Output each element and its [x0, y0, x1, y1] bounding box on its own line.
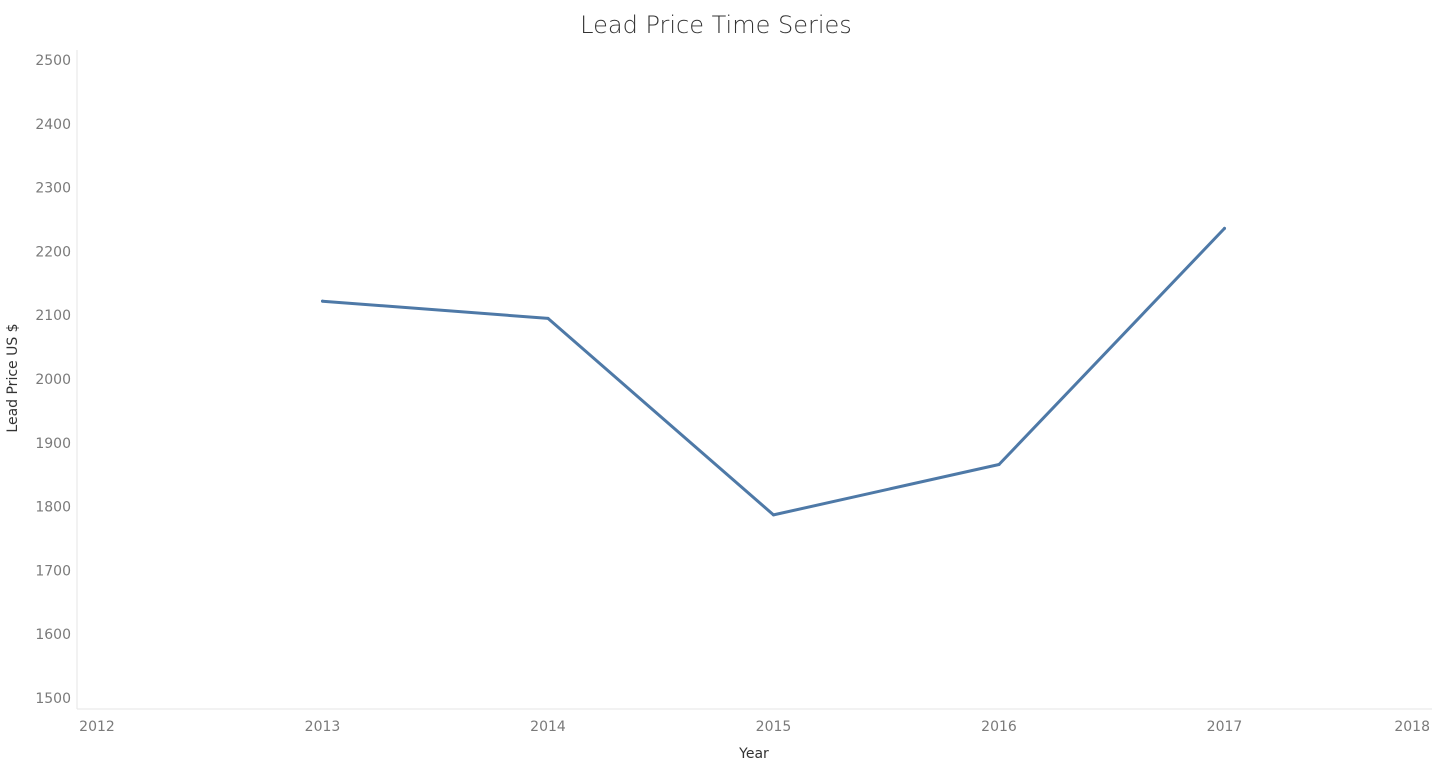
data-point	[1223, 226, 1226, 230]
data-point	[321, 299, 324, 303]
y-tick-label: 2100	[35, 308, 71, 324]
y-tick-label: 2200	[35, 244, 71, 260]
x-tick-label: 2013	[305, 719, 341, 735]
y-tick-label: 2500	[35, 53, 71, 69]
x-tick-label: 2014	[530, 719, 566, 735]
x-tick-label: 2015	[756, 719, 792, 735]
y-tick-label: 1900	[35, 436, 71, 452]
y-tick-label: 1700	[35, 563, 71, 579]
x-axis-ticks: 2012 2013 2014 2015 2016 2017 2018	[79, 719, 1430, 735]
y-tick-label: 2300	[35, 181, 71, 197]
x-axis-title: Year	[738, 746, 769, 762]
data-point	[546, 316, 550, 320]
chart-title: Lead Price Time Series	[580, 11, 852, 39]
y-tick-label: 2000	[35, 372, 71, 388]
y-tick-label: 1600	[35, 627, 71, 643]
x-tick-label: 2016	[981, 719, 1017, 735]
x-tick-label: 2012	[79, 719, 115, 735]
y-axis-ticks: 1500 1600 1700 1800 1900 2000 2100 2200 2300 2400…	[35, 53, 71, 707]
y-tick-label: 1500	[35, 691, 71, 707]
data-point	[997, 462, 1001, 466]
x-tick-label: 2018	[1394, 719, 1430, 735]
x-tick-label: 2017	[1207, 719, 1243, 735]
y-axis-title: Lead Price US $	[5, 323, 21, 432]
y-tick-label: 1800	[35, 500, 71, 516]
series-layer	[321, 226, 1226, 517]
data-point	[772, 513, 775, 517]
y-tick-label: 2400	[35, 117, 71, 133]
series-line	[321, 226, 1226, 517]
